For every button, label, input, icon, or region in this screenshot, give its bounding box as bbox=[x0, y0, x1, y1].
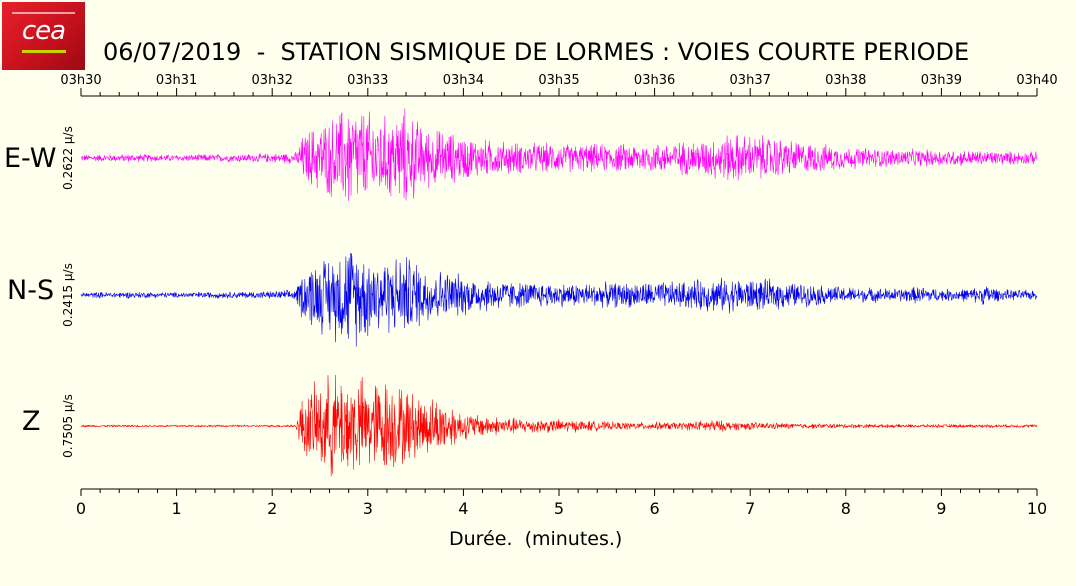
top-tick-label: 03h36 bbox=[634, 73, 675, 88]
bottom-tick-label: 6 bbox=[650, 499, 660, 518]
top-tick-label: 03h32 bbox=[252, 73, 293, 88]
bottom-tick-label: 0 bbox=[76, 499, 86, 518]
bottom-tick-label: 3 bbox=[363, 499, 373, 518]
top-tick-label: 03h35 bbox=[538, 73, 579, 88]
bottom-tick-label: 8 bbox=[841, 499, 851, 518]
logo-underline bbox=[22, 50, 66, 53]
seismic-traces bbox=[80, 108, 1038, 477]
top-time-axis: 03h30 03h31 03h32 03h33 03h34 03h35 03h36 03h37… bbox=[60, 73, 1058, 97]
logo-small-text bbox=[12, 12, 75, 14]
top-tick-label: 03h40 bbox=[1016, 73, 1057, 88]
top-tick-label: 03h31 bbox=[156, 73, 197, 88]
bottom-tick-label: 10 bbox=[1027, 499, 1047, 518]
scale-label-ew: 0.2622 µ/s bbox=[61, 126, 75, 190]
bottom-tick-label: 9 bbox=[936, 499, 946, 518]
bottom-tick-label: 2 bbox=[267, 499, 277, 518]
channel-label-ew: E-W bbox=[4, 143, 57, 174]
x-axis-label: Durée. (minutes.) bbox=[449, 528, 623, 550]
page-title: 06/07/2019 - STATION SISMIQUE DE LORMES … bbox=[103, 38, 970, 66]
trace-ns bbox=[80, 252, 1038, 347]
channel-label-z: Z bbox=[22, 406, 41, 437]
top-tick-label: 03h39 bbox=[921, 73, 962, 88]
bottom-tick-label: 5 bbox=[554, 499, 564, 518]
cea-logo: cea bbox=[2, 2, 85, 70]
channel-label-ns: N-S bbox=[7, 275, 55, 306]
bottom-tick-label: 7 bbox=[745, 499, 755, 518]
trace-ew bbox=[80, 108, 1038, 202]
bottom-tick-label: 4 bbox=[458, 499, 468, 518]
amplitude-scale-labels: 0.2622 µ/s 0.2415 µ/s 0.7505 µ/s bbox=[61, 126, 75, 458]
trace-z bbox=[80, 374, 1038, 477]
scale-label-ns: 0.2415 µ/s bbox=[61, 263, 75, 327]
top-tick-label: 03h37 bbox=[730, 73, 771, 88]
bottom-tick-label: 1 bbox=[172, 499, 182, 518]
top-tick-label: 03h34 bbox=[443, 73, 484, 88]
top-tick-label: 03h38 bbox=[825, 73, 866, 88]
top-tick-label: 03h30 bbox=[60, 73, 101, 88]
top-tick-label: 03h33 bbox=[347, 73, 388, 88]
logo-wordmark: cea bbox=[21, 16, 66, 46]
bottom-duration-axis: 0 1 2 3 4 5 6 7 8 9 10 bbox=[76, 488, 1047, 518]
scale-label-z: 0.7505 µ/s bbox=[61, 394, 75, 458]
